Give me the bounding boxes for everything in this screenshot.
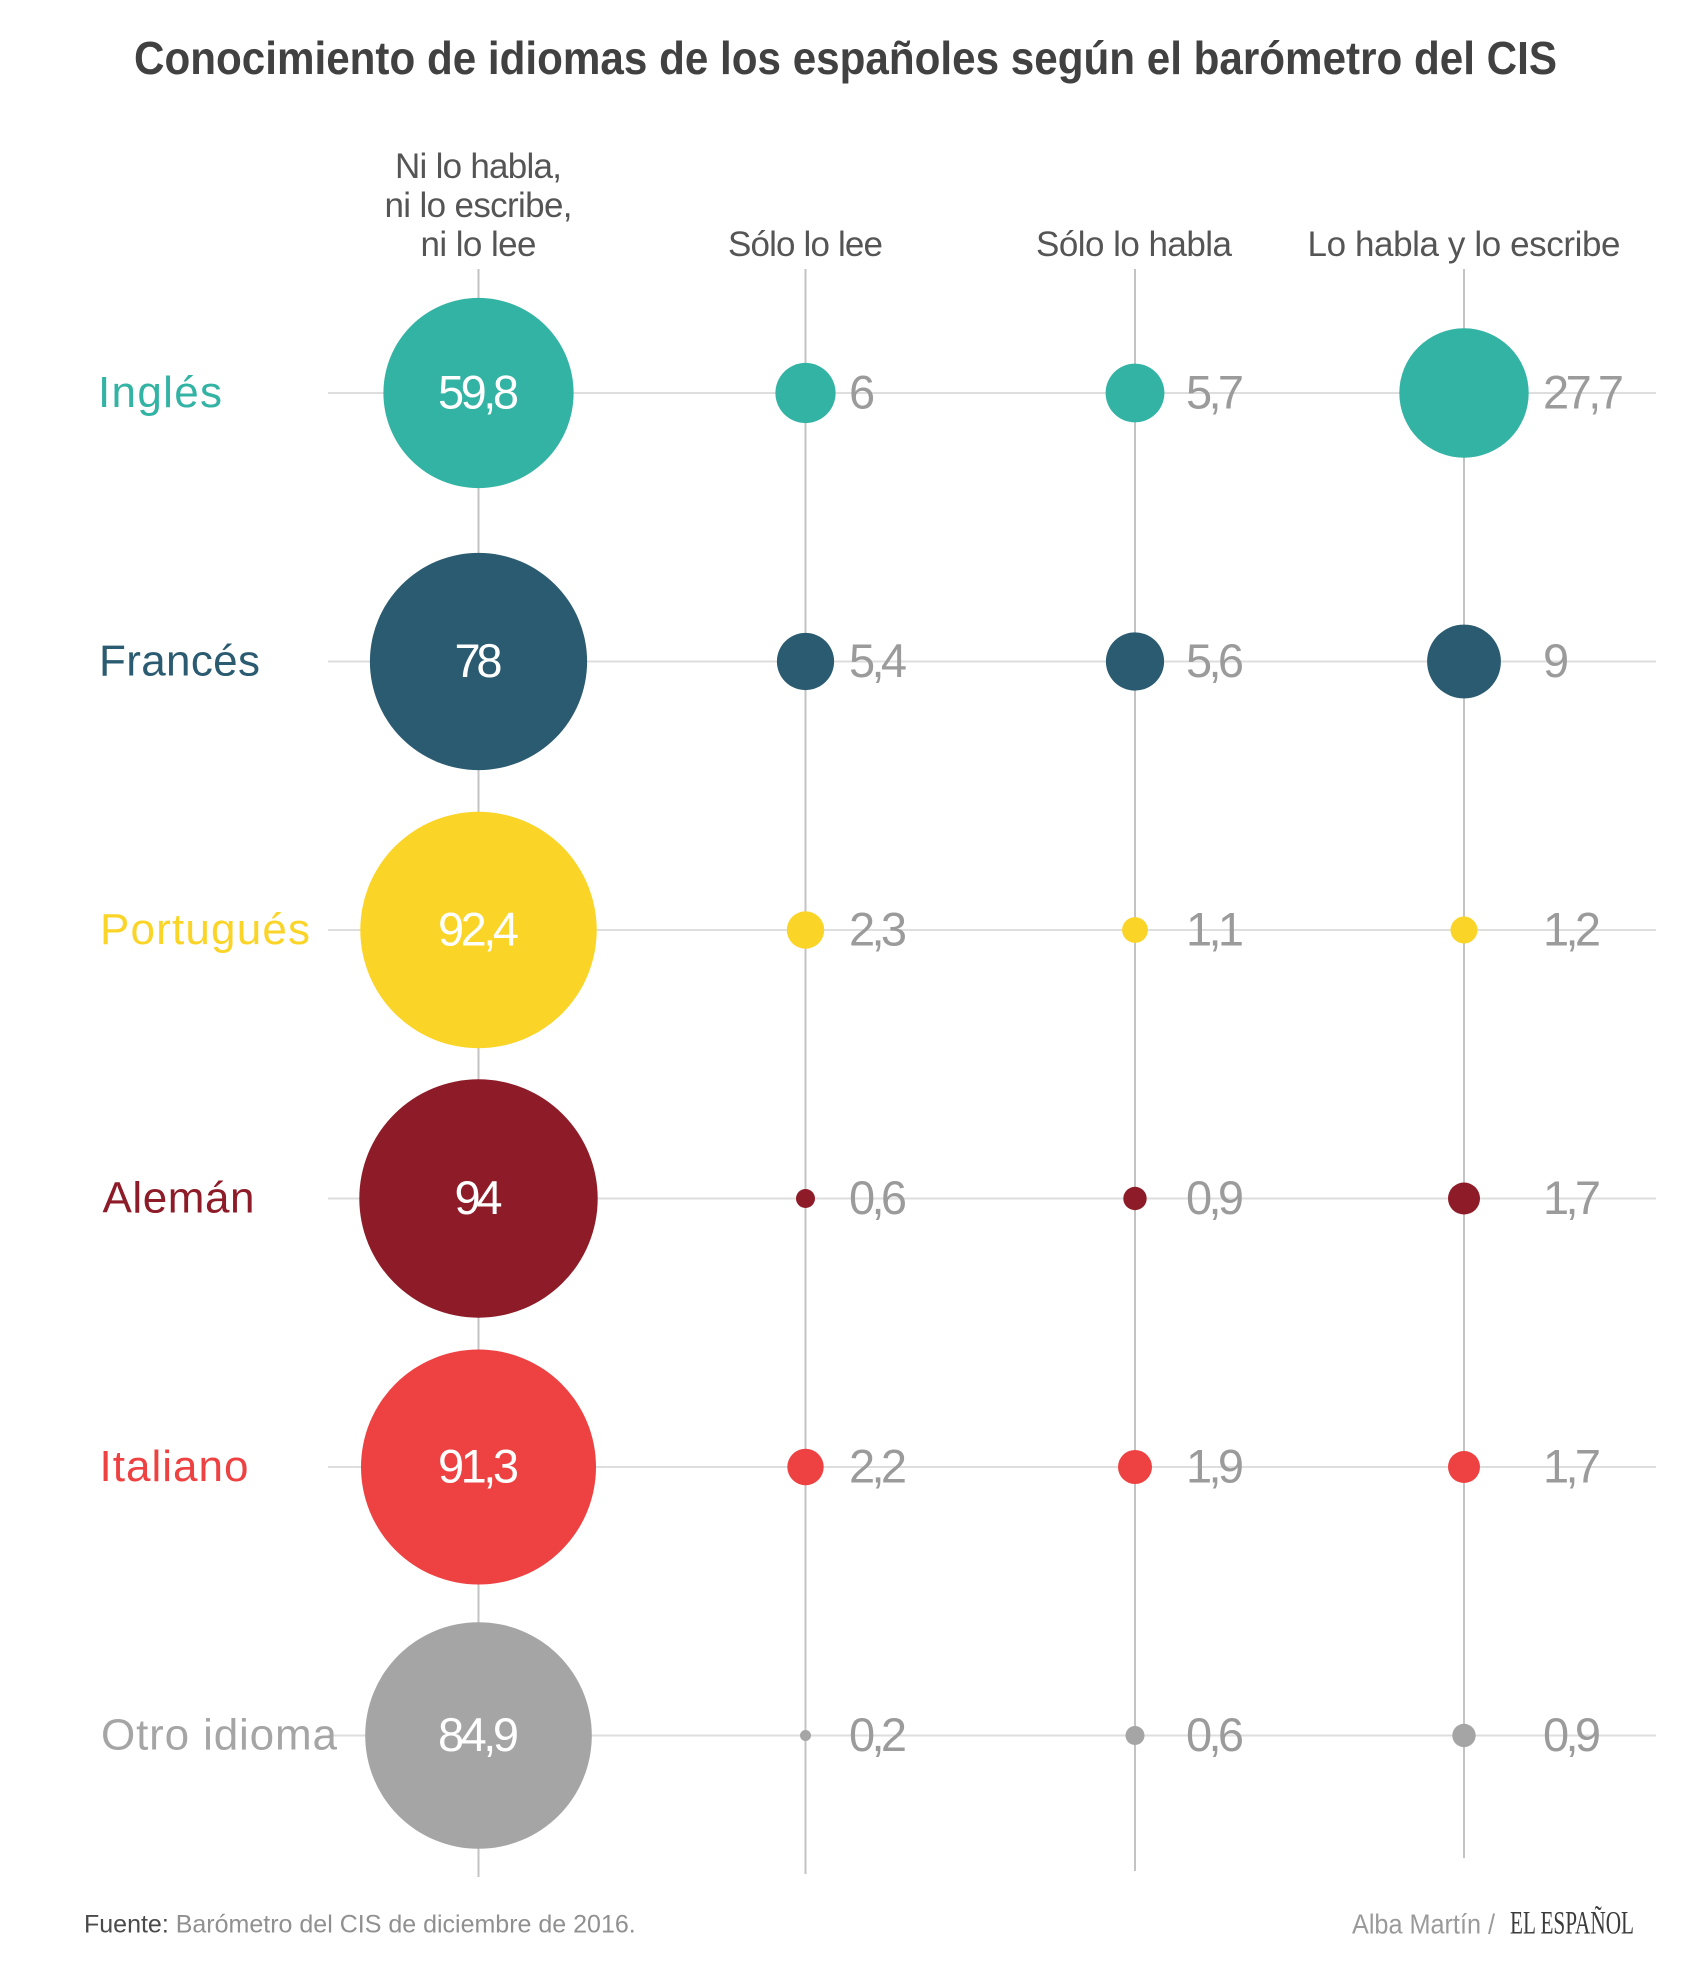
svg-text:Lo habla y lo escribe: Lo habla y lo escribe bbox=[1308, 225, 1621, 264]
svg-text:EL ESPAÑOL: EL ESPAÑOL bbox=[1510, 1905, 1634, 1942]
svg-text:1,7: 1,7 bbox=[1543, 1171, 1601, 1224]
svg-text:0,6: 0,6 bbox=[1186, 1708, 1244, 1761]
svg-text:59,8: 59,8 bbox=[438, 366, 519, 419]
svg-text:Sólo lo habla: Sólo lo habla bbox=[1036, 225, 1233, 264]
svg-text:5,7: 5,7 bbox=[1186, 366, 1244, 419]
svg-text:2,3: 2,3 bbox=[849, 903, 907, 956]
svg-text:ni lo escribe,: ni lo escribe, bbox=[385, 186, 573, 225]
svg-text:Alba Martín /: Alba Martín / bbox=[1352, 1909, 1495, 1940]
svg-text:0,9: 0,9 bbox=[1186, 1171, 1244, 1224]
svg-text:1,7: 1,7 bbox=[1543, 1440, 1601, 1493]
svg-text:0,9: 0,9 bbox=[1543, 1708, 1601, 1761]
svg-text:Conocimiento de idiomas de los: Conocimiento de idiomas de los españoles… bbox=[134, 32, 1557, 84]
svg-text:Ni lo habla,: Ni lo habla, bbox=[395, 147, 562, 186]
svg-text:Otro idioma: Otro idioma bbox=[101, 1711, 338, 1760]
svg-text:0,2: 0,2 bbox=[849, 1708, 907, 1761]
svg-text:1,9: 1,9 bbox=[1186, 1440, 1244, 1493]
svg-text:27,7: 27,7 bbox=[1543, 366, 1624, 419]
svg-text:Francés: Francés bbox=[99, 637, 260, 686]
svg-text:Fuente: Barómetro del CIS de d: Fuente: Barómetro del CIS de diciembre d… bbox=[84, 1911, 636, 1939]
svg-text:1,1: 1,1 bbox=[1186, 903, 1244, 956]
svg-text:Alemán: Alemán bbox=[103, 1174, 255, 1223]
svg-text:Italiano: Italiano bbox=[100, 1442, 249, 1491]
svg-text:ni lo lee: ni lo lee bbox=[421, 225, 537, 264]
svg-text:2,2: 2,2 bbox=[849, 1440, 907, 1493]
svg-text:1,2: 1,2 bbox=[1543, 903, 1601, 956]
svg-text:91,3: 91,3 bbox=[438, 1440, 519, 1493]
svg-text:5,4: 5,4 bbox=[849, 634, 907, 687]
svg-text:6: 6 bbox=[849, 366, 875, 419]
svg-text:5,6: 5,6 bbox=[1186, 634, 1244, 687]
svg-text:84,9: 84,9 bbox=[438, 1708, 519, 1761]
svg-text:78: 78 bbox=[455, 634, 503, 687]
svg-text:0,6: 0,6 bbox=[849, 1171, 907, 1224]
svg-text:Inglés: Inglés bbox=[98, 368, 222, 417]
svg-text:Sólo lo lee: Sólo lo lee bbox=[728, 225, 883, 264]
svg-text:94: 94 bbox=[455, 1171, 503, 1224]
svg-text:9: 9 bbox=[1543, 634, 1569, 687]
svg-text:92,4: 92,4 bbox=[438, 903, 519, 956]
svg-text:Portugués: Portugués bbox=[100, 905, 310, 954]
